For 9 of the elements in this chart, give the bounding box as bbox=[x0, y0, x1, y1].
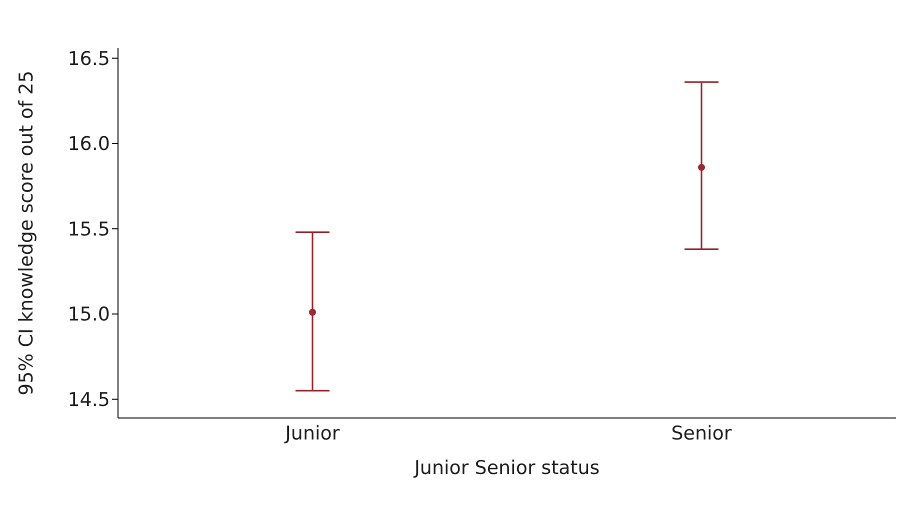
x-axis-title: Junior Senior status bbox=[413, 457, 600, 479]
y-tick-label: 16.5 bbox=[68, 48, 110, 70]
y-axis-title: 95% CI knowledge score out of 25 bbox=[16, 70, 38, 396]
x-tick-label: Senior bbox=[671, 422, 732, 444]
x-tick-label: Junior bbox=[284, 422, 340, 444]
y-tick-label: 15.5 bbox=[68, 218, 110, 240]
y-tick-label: 16.0 bbox=[68, 133, 110, 156]
y-tick-label: 15.0 bbox=[68, 304, 110, 326]
y-tick-label: 14.5 bbox=[68, 388, 110, 411]
